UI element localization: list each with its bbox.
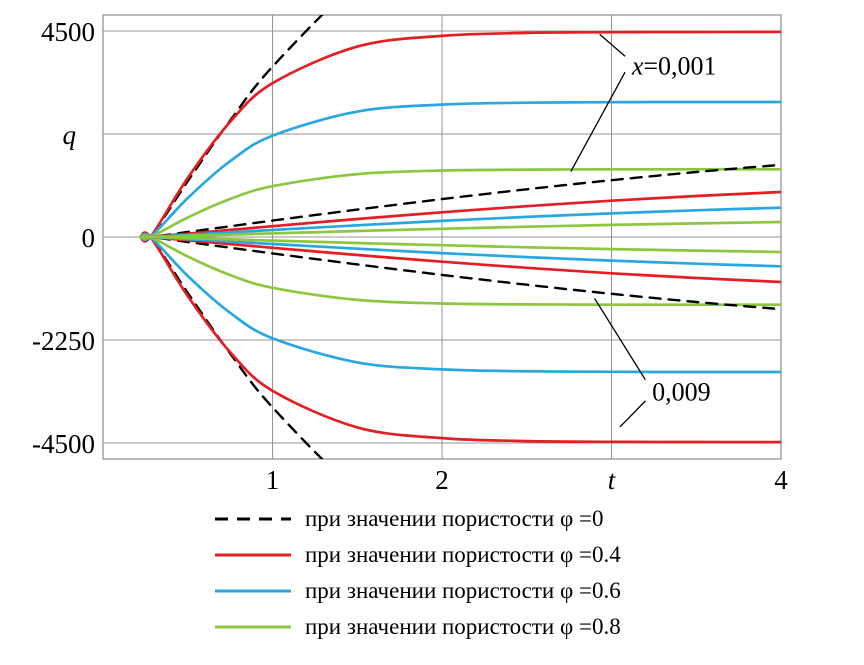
curve-phi-0.6-x-0.001-mirror <box>138 232 781 374</box>
curve-phi-0.4-x-0.001 <box>138 30 781 243</box>
legend-line-icon <box>215 517 291 521</box>
curve-phi-0.8-x-0.009-mirror <box>138 235 781 254</box>
curve-phi-0.4-x-0.009-mirror <box>138 235 781 284</box>
curve-phi-0.4-x-0.009 <box>138 190 781 239</box>
legend-label: при значении пористости φ =0 <box>305 506 604 531</box>
chart-plot: x=0,001 0,009 4500 q 0 -2250 -4500 1 2 t 4 <box>32 14 788 495</box>
legend: при значении пористости φ =0 при значени… <box>213 506 621 640</box>
curve-phi-0.8-x-0.001 <box>138 167 781 240</box>
y-tick-label: 4500 <box>41 17 95 47</box>
legend-item: при значении пористости φ =0.6 <box>213 578 621 604</box>
legend-item: при значении пористости φ =0 <box>213 506 621 532</box>
plot-border <box>102 14 782 460</box>
y-tick-label: -2250 <box>32 326 95 356</box>
legend-label: при значении пористости φ =0.4 <box>305 542 621 567</box>
x-tick-label: 4 <box>774 465 788 495</box>
curve-phi-0.6-x-0.001 <box>138 100 781 242</box>
curve-phi-0-x-0.009-mirror <box>139 235 781 311</box>
curve-phi-0-x-0.001-mirror <box>139 231 324 459</box>
legend-label: при значении пористости φ =0.6 <box>305 578 621 603</box>
annotation: 0,009 <box>593 297 711 428</box>
legend-item: при значении пористости φ =0.4 <box>213 542 621 568</box>
x-axis-title: t <box>608 465 617 495</box>
legend-line-icon <box>215 553 291 557</box>
legend-line-icon <box>215 589 291 593</box>
y-tick-label: -4500 <box>32 429 95 459</box>
legend-line-icon <box>215 625 291 629</box>
curve-phi-0.8-x-0.009 <box>138 220 781 239</box>
curve-phi-0.8-x-0.001-mirror <box>138 234 781 307</box>
curve-phi-0-x-0.001 <box>139 15 324 243</box>
y-tick-label: 0 <box>82 223 96 253</box>
annotation-label: 0,009 <box>652 378 711 407</box>
y-axis-title: q <box>63 120 77 150</box>
curve-phi-0-x-0.009 <box>139 163 781 239</box>
legend-label: при значении пористости φ =0.8 <box>305 614 621 639</box>
legend-item: при значении пористости φ =0.8 <box>213 614 621 640</box>
annotation-label: x=0,001 <box>631 51 717 80</box>
curve-phi-0.4-x-0.001-mirror <box>138 231 781 444</box>
x-tick-label: 1 <box>266 465 280 495</box>
curves <box>138 15 781 459</box>
axis-labels: 4500 q 0 -2250 -4500 1 2 t 4 <box>32 17 788 495</box>
annotation: x=0,001 <box>570 33 717 172</box>
x-tick-label: 2 <box>435 465 449 495</box>
